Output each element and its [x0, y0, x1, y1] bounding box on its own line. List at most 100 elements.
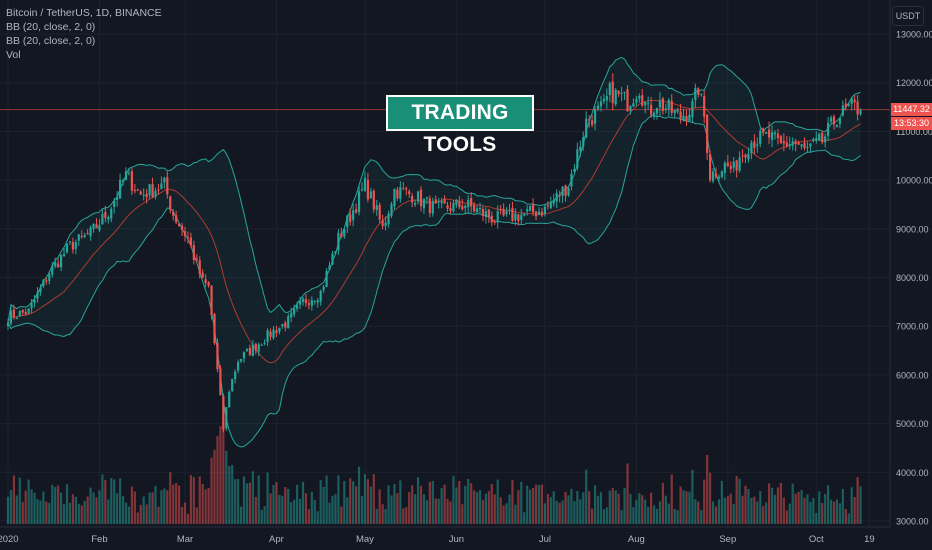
candle-body — [275, 330, 278, 334]
volume-bar — [585, 469, 588, 524]
volume-bar — [307, 509, 310, 524]
volume-bar — [328, 502, 331, 524]
candle-body — [588, 119, 591, 121]
candle-body — [124, 171, 128, 180]
candle-body — [703, 96, 706, 117]
candle-body — [579, 146, 582, 151]
volume-bar — [505, 503, 508, 524]
volume-bar — [611, 487, 614, 524]
candle-body — [729, 165, 732, 170]
volume-bar — [77, 503, 80, 524]
candle-body — [508, 210, 511, 212]
volume-bar — [455, 487, 458, 524]
volume-bar — [331, 495, 334, 524]
candle-body — [419, 189, 423, 207]
volume-bar — [337, 475, 340, 524]
volume-bar — [390, 495, 393, 524]
volume-bar — [316, 511, 319, 524]
candle-body — [387, 213, 390, 225]
candle-body — [688, 114, 691, 122]
candle-body — [514, 213, 517, 221]
volume-bar — [682, 490, 685, 524]
candle-body — [511, 207, 514, 221]
volume-bar — [65, 484, 69, 524]
candle-body — [86, 233, 89, 235]
candle-body — [204, 279, 207, 283]
candle-body — [95, 224, 98, 229]
volume-bar — [529, 489, 532, 524]
volume-bar — [443, 484, 446, 524]
candle-body — [759, 130, 762, 145]
volume-bar — [104, 480, 107, 524]
volume-bar — [142, 496, 145, 524]
candle-body — [458, 201, 461, 208]
price-tick-label: 7000.00 — [896, 322, 929, 332]
volume-bar — [670, 474, 673, 524]
volume-bar — [841, 488, 844, 524]
volume-bar — [555, 500, 558, 524]
volume-bar — [446, 498, 449, 524]
candle-body — [18, 310, 21, 317]
volume-bar — [21, 501, 24, 524]
candle-body — [827, 122, 830, 136]
volume-bar — [251, 471, 254, 524]
candle-body — [720, 171, 723, 178]
candle-body — [313, 300, 316, 302]
volume-bar — [635, 499, 638, 524]
volume-bar — [428, 481, 431, 524]
symbol-label[interactable]: Bitcoin / TetherUS, 1D, BINANCE — [6, 7, 162, 19]
candle-body — [142, 194, 145, 196]
candle-body — [175, 215, 178, 223]
volume-bar — [198, 476, 201, 524]
volume-bar — [440, 488, 443, 524]
volume-bar — [812, 498, 815, 524]
bb-indicator-label[interactable]: BB (20, close, 2, 0) — [6, 21, 96, 33]
volume-bar — [89, 487, 92, 524]
candle-body — [818, 133, 821, 141]
candle-body — [617, 91, 620, 95]
volume-bar — [694, 499, 697, 524]
candle-body — [219, 368, 222, 396]
candle-body — [257, 344, 260, 352]
candle-body — [254, 343, 257, 351]
candle-body — [231, 378, 234, 392]
volume-bar — [779, 482, 782, 524]
candle-body — [186, 237, 190, 239]
volume-bar — [360, 496, 364, 524]
candle-body — [12, 309, 15, 318]
time-axis[interactable]: 2020 Feb Mar Apr May Jun Jul Aug Sep Oct 19 — [0, 526, 890, 545]
volume-bar — [378, 489, 381, 524]
bb-indicator-label-2[interactable]: BB (20, close, 2, 0) — [6, 35, 96, 47]
volume-indicator-label[interactable]: Vol — [6, 49, 21, 61]
volume-bar — [71, 494, 74, 524]
price-axis[interactable]: 13000.00 12000.00 11000.00 10000.00 9000.00 8… — [889, 0, 932, 550]
volume-bar — [245, 483, 249, 524]
candle-body — [499, 209, 502, 211]
volume-bar — [809, 501, 812, 524]
candle-body — [815, 138, 818, 141]
volume-bar — [464, 485, 467, 524]
band-fill — [8, 57, 861, 447]
candle-body — [157, 189, 160, 191]
currency-unit-button[interactable]: USDT — [892, 6, 924, 26]
candle-body — [195, 258, 198, 260]
volume-bar — [425, 500, 428, 524]
volume-bar — [835, 499, 839, 524]
volume-bar — [667, 503, 670, 524]
candle-body — [788, 144, 791, 147]
candle-body — [641, 95, 644, 106]
candle-body — [272, 329, 275, 339]
volume-bar — [127, 506, 131, 524]
volume-bar — [788, 503, 791, 524]
volume-bar — [850, 487, 853, 524]
volume-bar — [700, 510, 703, 524]
volume-bar — [782, 497, 785, 524]
volume-bar — [48, 502, 51, 524]
candle-body — [130, 171, 133, 191]
volume-bar — [30, 489, 33, 524]
volume-bar — [853, 497, 856, 524]
price-tick-label: 11000.00 — [896, 127, 932, 137]
volume-bar — [502, 505, 505, 524]
volume-bar — [375, 508, 378, 524]
